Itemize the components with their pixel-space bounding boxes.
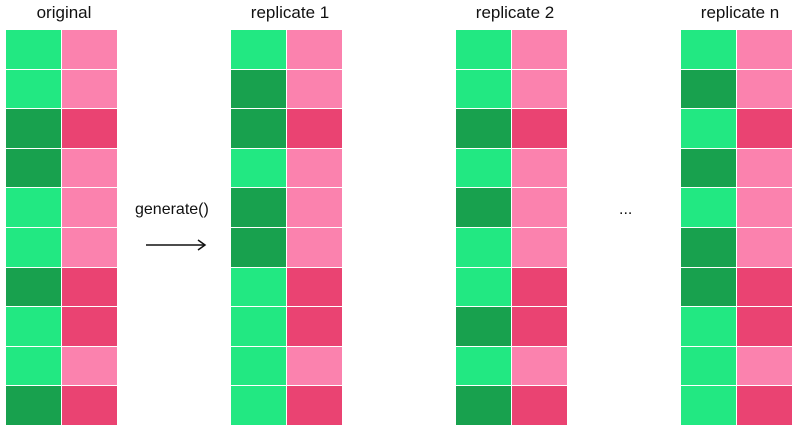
green-cell-light xyxy=(231,148,287,189)
green-cell-dark xyxy=(681,148,737,189)
green-cell-dark xyxy=(456,109,512,149)
green-cell-light xyxy=(231,30,287,70)
green-cell-light xyxy=(456,69,512,110)
generate-label: generate() xyxy=(135,201,209,218)
green-cell-dark xyxy=(6,386,62,426)
table-title-replicate-2: replicate 2 xyxy=(475,3,555,22)
pink-cell-dark xyxy=(62,109,118,149)
green-cell-light xyxy=(231,386,287,426)
green-cell-light xyxy=(456,228,512,268)
green-cell-dark xyxy=(681,267,737,308)
green-cell-light xyxy=(456,346,512,387)
green-cell-light xyxy=(231,307,287,347)
pink-cell-dark xyxy=(287,386,343,426)
green-cell-dark xyxy=(231,109,287,149)
table-replicate-1 xyxy=(231,30,344,426)
pink-cell-light xyxy=(737,69,793,110)
green-cell-light xyxy=(6,188,62,228)
pink-cell-light xyxy=(287,346,343,387)
green-cell-dark xyxy=(681,69,737,110)
pink-cell-dark xyxy=(287,267,343,308)
pink-cell-light xyxy=(512,30,568,70)
green-cell-light xyxy=(6,307,62,347)
green-cell-light xyxy=(6,69,62,110)
green-cell-light xyxy=(681,386,737,426)
green-cell-dark xyxy=(231,188,287,228)
pink-cell-light xyxy=(512,346,568,387)
pink-cell-dark xyxy=(62,267,118,308)
green-cell-dark xyxy=(6,109,62,149)
green-cell-light xyxy=(6,228,62,268)
green-cell-dark xyxy=(456,386,512,426)
green-cell-dark xyxy=(231,228,287,268)
green-cell-dark xyxy=(456,307,512,347)
pink-cell-dark xyxy=(287,109,343,149)
pink-cell-light xyxy=(62,69,118,110)
pink-cell-light xyxy=(737,346,793,387)
pink-cell-dark xyxy=(62,386,118,426)
pink-cell-light xyxy=(737,228,793,268)
pink-cell-dark xyxy=(287,307,343,347)
table-original xyxy=(6,30,119,426)
table-title-original: original xyxy=(36,3,92,22)
pink-cell-dark xyxy=(737,307,793,347)
green-cell-light xyxy=(231,267,287,308)
pink-cell-light xyxy=(62,188,118,228)
pink-cell-dark xyxy=(512,109,568,149)
pink-cell-light xyxy=(737,30,793,70)
green-cell-light xyxy=(456,148,512,189)
pink-cell-light xyxy=(287,188,343,228)
green-cell-dark xyxy=(6,148,62,189)
green-cell-dark xyxy=(456,188,512,228)
pink-cell-dark xyxy=(512,267,568,308)
pink-cell-light xyxy=(737,148,793,189)
green-cell-light xyxy=(681,307,737,347)
pink-cell-light xyxy=(287,228,343,268)
pink-cell-light xyxy=(62,148,118,189)
green-cell-light xyxy=(681,30,737,70)
table-title-replicate-1: replicate 1 xyxy=(250,3,330,22)
ellipsis: ... xyxy=(619,201,633,218)
green-cell-light xyxy=(6,30,62,70)
pink-cell-light xyxy=(512,69,568,110)
pink-cell-light xyxy=(287,30,343,70)
pink-cell-light xyxy=(62,228,118,268)
green-cell-light xyxy=(6,346,62,387)
pink-cell-light xyxy=(287,148,343,189)
pink-cell-dark xyxy=(62,307,118,347)
green-cell-light xyxy=(681,188,737,228)
green-cell-light xyxy=(456,30,512,70)
pink-cell-light xyxy=(512,228,568,268)
pink-cell-dark xyxy=(737,109,793,149)
table-replicate-n xyxy=(681,30,794,426)
table-title-replicate-n: replicate n xyxy=(700,3,780,22)
pink-cell-light xyxy=(287,69,343,110)
pink-cell-dark xyxy=(512,386,568,426)
green-cell-light xyxy=(681,109,737,149)
pink-cell-light xyxy=(62,30,118,70)
pink-cell-light xyxy=(737,188,793,228)
pink-cell-dark xyxy=(737,267,793,308)
table-replicate-2 xyxy=(456,30,569,426)
pink-cell-dark xyxy=(737,386,793,426)
green-cell-dark xyxy=(6,267,62,308)
green-cell-light xyxy=(456,267,512,308)
pink-cell-dark xyxy=(512,307,568,347)
green-cell-light xyxy=(681,346,737,387)
right-arrow-icon xyxy=(146,239,207,251)
green-cell-dark xyxy=(681,228,737,268)
pink-cell-light xyxy=(62,346,118,387)
pink-cell-light xyxy=(512,148,568,189)
green-cell-dark xyxy=(231,69,287,110)
green-cell-light xyxy=(231,346,287,387)
pink-cell-light xyxy=(512,188,568,228)
